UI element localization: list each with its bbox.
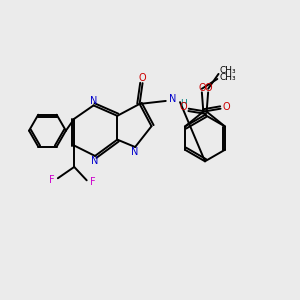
Text: F: F — [49, 175, 55, 185]
Text: N: N — [90, 96, 97, 106]
Text: N: N — [91, 156, 99, 166]
Text: F: F — [90, 177, 95, 187]
Text: O: O — [198, 82, 206, 93]
Text: O: O — [222, 102, 230, 112]
Text: CH₃: CH₃ — [219, 66, 236, 75]
Text: N: N — [169, 94, 176, 104]
Text: O: O — [180, 102, 187, 112]
Text: O: O — [139, 73, 146, 83]
Text: N: N — [131, 147, 139, 158]
Text: H: H — [180, 99, 187, 108]
Text: O: O — [204, 82, 212, 93]
Text: CH₃: CH₃ — [219, 73, 236, 82]
